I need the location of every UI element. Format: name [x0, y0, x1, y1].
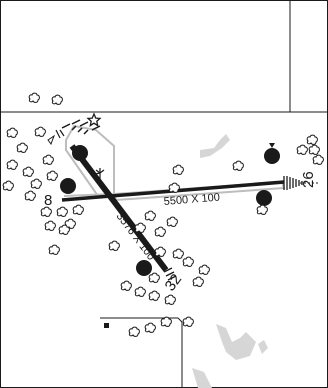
tree-icon [6, 159, 18, 170]
tree-icon [6, 127, 18, 138]
tree-icon [308, 144, 320, 155]
svg-text:5: 5 [274, 157, 278, 164]
tree-icon [22, 166, 34, 177]
tree-icon [164, 294, 176, 305]
tree-icon [42, 154, 54, 165]
tree-icon [148, 272, 160, 283]
west-apron [65, 124, 115, 198]
tree-icon [232, 160, 244, 171]
runway-32-threshold-marks [163, 267, 177, 281]
tree-icon [24, 190, 36, 201]
tree-icon [72, 204, 84, 215]
windsock-icon [94, 168, 105, 181]
tree-icon [160, 316, 172, 327]
building-icon [104, 323, 109, 328]
tree-icon [296, 144, 308, 155]
tree-icon [30, 178, 42, 189]
tree-icon [46, 170, 58, 181]
tree-icon [134, 286, 146, 297]
runway-14-threshold-marks [61, 119, 101, 131]
tree-icon [182, 256, 194, 267]
tree-icon [40, 206, 52, 217]
tree-icon [108, 240, 120, 251]
marker-runway-14-end: A [72, 145, 88, 161]
tree-icon [256, 204, 268, 215]
tree-icon [44, 220, 56, 231]
runway-8-26-dimensions: 5500 X 100 [163, 192, 220, 208]
marker-taxiway-a5: A 5 [264, 143, 280, 164]
tree-icon [48, 244, 60, 255]
tree-icon [166, 216, 178, 227]
marker-runway-32-end: P [136, 260, 152, 276]
tree-icon [198, 264, 210, 275]
tree-icon [182, 316, 194, 327]
runway-14-32 [69, 144, 169, 272]
runway-14-arrow-icon [47, 129, 65, 146]
tree-icon [134, 222, 146, 233]
water-features [192, 134, 268, 388]
runway-8-label: 8 [44, 192, 52, 209]
marker-runway-8-end: P [60, 178, 76, 194]
tree-icon [51, 94, 63, 105]
runway-26-label: 26 [300, 171, 317, 188]
tree-icon [128, 326, 140, 337]
tree-icon [144, 322, 156, 333]
connector-taxiway [63, 193, 113, 197]
tree-icon [192, 276, 204, 287]
tree-icon [56, 206, 68, 217]
tree-icon [28, 92, 40, 103]
tree-icon [172, 248, 184, 259]
tree-icon [148, 290, 160, 301]
marker-runway-26-end: P [256, 190, 272, 206]
tree-icon [154, 246, 166, 257]
trees [2, 92, 324, 337]
star-icon [86, 112, 102, 127]
tree-icon [168, 182, 180, 193]
tree-icon [154, 226, 166, 237]
tree-icon [312, 154, 324, 165]
tree-icon [16, 142, 28, 153]
tree-icon [144, 210, 156, 221]
tree-icon [306, 134, 318, 145]
runway-26-threshold-lights [283, 176, 303, 190]
tree-icon [2, 180, 14, 191]
dashed-hold-icon [71, 125, 89, 135]
tree-icon [58, 224, 70, 235]
tree-icon [120, 280, 132, 291]
runway-end-markers: A P P P A 5 [60, 143, 280, 276]
tree-icon [34, 126, 46, 137]
svg-text:A: A [267, 152, 274, 163]
runway-32-label: 32 [162, 271, 186, 295]
tree-icon [172, 164, 184, 175]
